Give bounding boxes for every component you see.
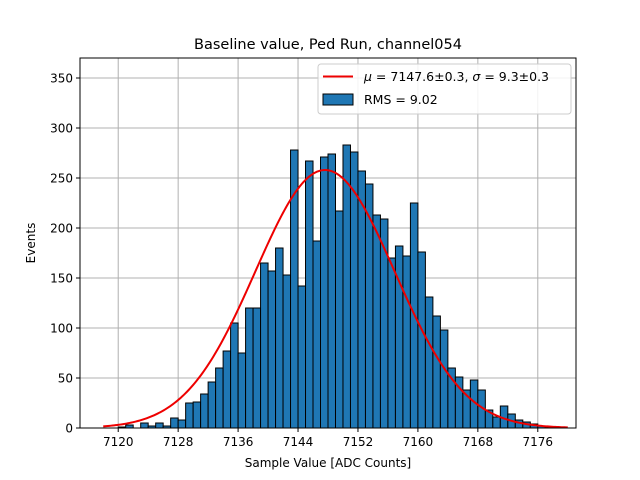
x-tick-label: 7176: [523, 435, 554, 449]
y-axis-label: Events: [24, 223, 38, 264]
legend-box: [317, 63, 572, 115]
legend: μ = 7147.6±0.3, σ = 9.3±0.3 RMS = 9.02: [317, 63, 572, 115]
x-tick-label: 7168: [463, 435, 494, 449]
legend-hist-swatch: [322, 93, 354, 106]
histogram-bar: [312, 240, 322, 429]
histogram-bar: [215, 367, 224, 429]
histogram-bar: [185, 402, 194, 429]
histogram-bar: [170, 417, 179, 429]
legend-hist-label: RMS = 9.02: [364, 92, 438, 107]
chart-title: Baseline value, Ped Run, channel054: [194, 37, 462, 53]
x-axis-label: Sample Value [ADC Counts]: [245, 456, 411, 470]
histogram-bar: [387, 257, 396, 429]
histogram-bar: [372, 214, 381, 429]
x-tick-label: 7152: [343, 435, 374, 449]
x-tick-label: 7120: [103, 435, 134, 449]
x-tick-label: 7160: [403, 435, 434, 449]
histogram-bar: [342, 144, 351, 429]
y-tick-label: 150: [50, 272, 73, 286]
axis-ticks: 7120 7128 7136 7144 7152 7160 7168 7176 0 50 100 15…: [50, 72, 553, 450]
y-tick-label: 100: [50, 322, 73, 336]
histogram-bar: [402, 255, 411, 429]
histogram-bar: [282, 274, 292, 429]
plot-frame: [79, 57, 577, 429]
histogram-bar: [305, 160, 314, 429]
histogram-bar: [267, 270, 277, 429]
histogram-bar: [200, 393, 209, 429]
y-tick-label: 350: [50, 72, 73, 86]
y-tick-label: 0: [65, 422, 73, 436]
legend-fit-label: μ = 7147.6±0.3, σ = 9.3±0.3: [363, 69, 549, 84]
histogram-bar: [252, 307, 262, 429]
x-tick-label: 7136: [223, 435, 254, 449]
histogram-bar: [237, 352, 247, 429]
legend-sigma-symbol: σ: [472, 69, 481, 84]
histogram-bar: [177, 419, 187, 429]
histogram-bar: [424, 296, 434, 429]
histogram-bar: [334, 210, 344, 429]
legend-sigma-value: = 9.3±0.3: [480, 69, 549, 84]
histogram-bar: [192, 401, 202, 429]
histogram-bar: [432, 315, 441, 429]
histogram-bar: [275, 247, 284, 429]
histogram-bar: [230, 322, 239, 429]
histogram-bar: [327, 153, 336, 429]
histogram-bar: [297, 285, 307, 429]
legend-mu-symbol: μ: [363, 69, 372, 84]
histogram-bar: [155, 422, 164, 429]
histogram-bar: [417, 251, 426, 429]
histogram-bar: [260, 262, 269, 429]
y-tick-label: 300: [50, 122, 73, 136]
histogram-bar: [140, 422, 149, 429]
y-tick-label: 250: [50, 172, 73, 186]
y-tick-label: 50: [58, 372, 73, 386]
legend-mu-value: = 7147.6±0.3,: [372, 69, 472, 84]
x-tick-label: 7128: [163, 435, 194, 449]
histogram-bar: [439, 329, 449, 429]
histogram-bar: [222, 350, 232, 429]
gaussian-fit-curve: [103, 168, 568, 429]
y-tick-label: 200: [50, 222, 73, 236]
x-tick-label: 7144: [283, 435, 314, 449]
histogram-bar: [245, 307, 254, 429]
histogram-bar: [320, 156, 329, 429]
histogram-bar: [492, 416, 501, 429]
histogram-bar: [207, 381, 217, 429]
